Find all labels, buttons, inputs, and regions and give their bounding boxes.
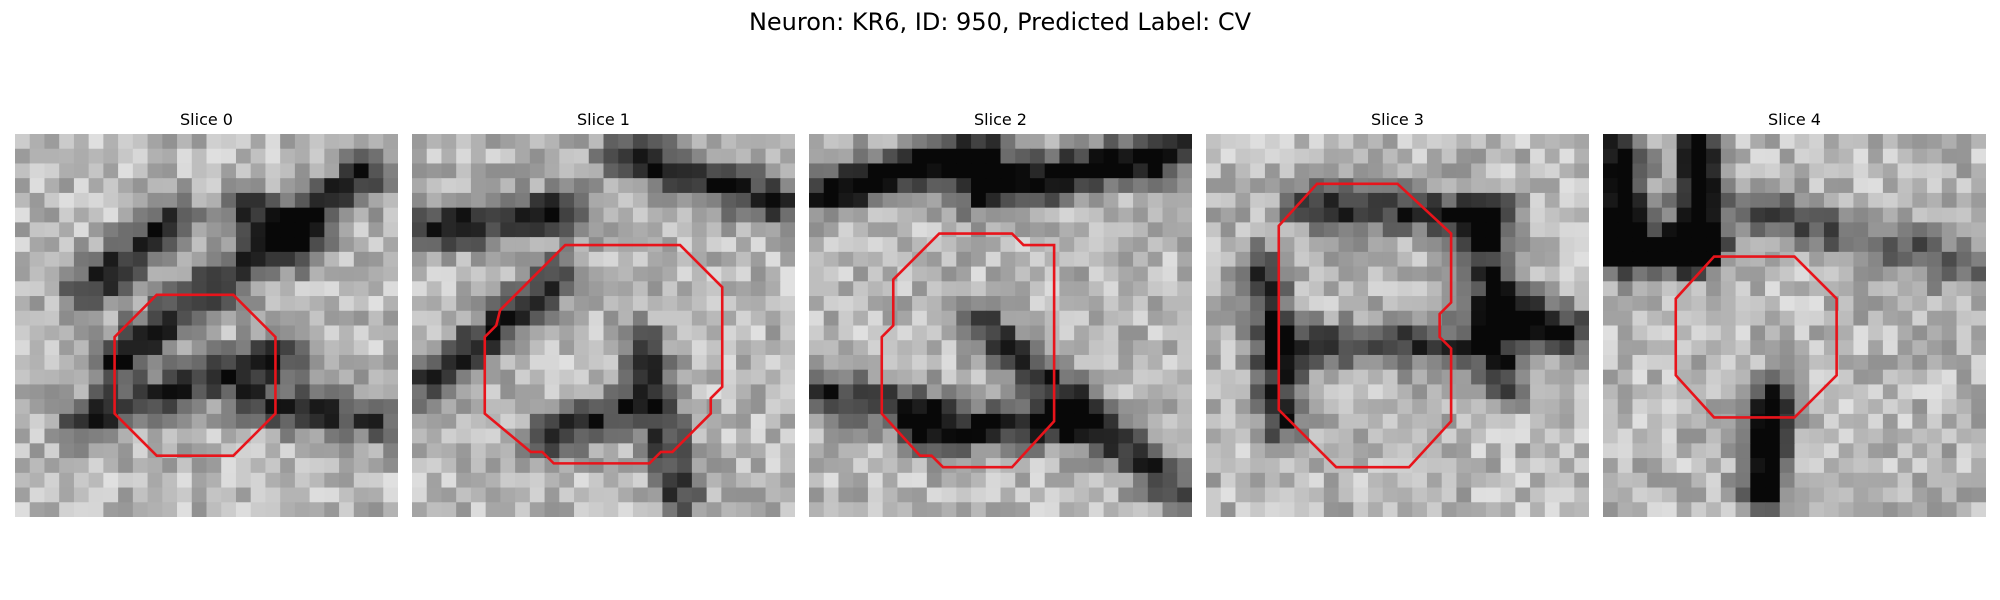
- slice-panel-3: Slice 3: [1206, 108, 1589, 517]
- slice-title: Slice 2: [809, 108, 1192, 134]
- slice-image: [412, 134, 795, 517]
- microscopy-pixels: [1603, 134, 1986, 517]
- slice-image: [809, 134, 1192, 517]
- slice-title: Slice 0: [15, 108, 398, 134]
- slice-panel-4: Slice 4: [1603, 108, 1986, 517]
- slice-panel-1: Slice 1: [412, 108, 795, 517]
- slice-panel-2: Slice 2: [809, 108, 1192, 517]
- microscopy-pixels: [15, 134, 398, 517]
- slice-image: [1603, 134, 1986, 517]
- slice-image: [15, 134, 398, 517]
- figure-title: Neuron: KR6, ID: 950, Predicted Label: C…: [0, 8, 2000, 36]
- microscopy-pixels: [1206, 134, 1589, 517]
- microscopy-pixels: [809, 134, 1192, 517]
- slice-title: Slice 1: [412, 108, 795, 134]
- slice-title: Slice 4: [1603, 108, 1986, 134]
- slice-panel-0: Slice 0: [15, 108, 398, 517]
- microscopy-pixels: [412, 134, 795, 517]
- slice-title: Slice 3: [1206, 108, 1589, 134]
- slice-image: [1206, 134, 1589, 517]
